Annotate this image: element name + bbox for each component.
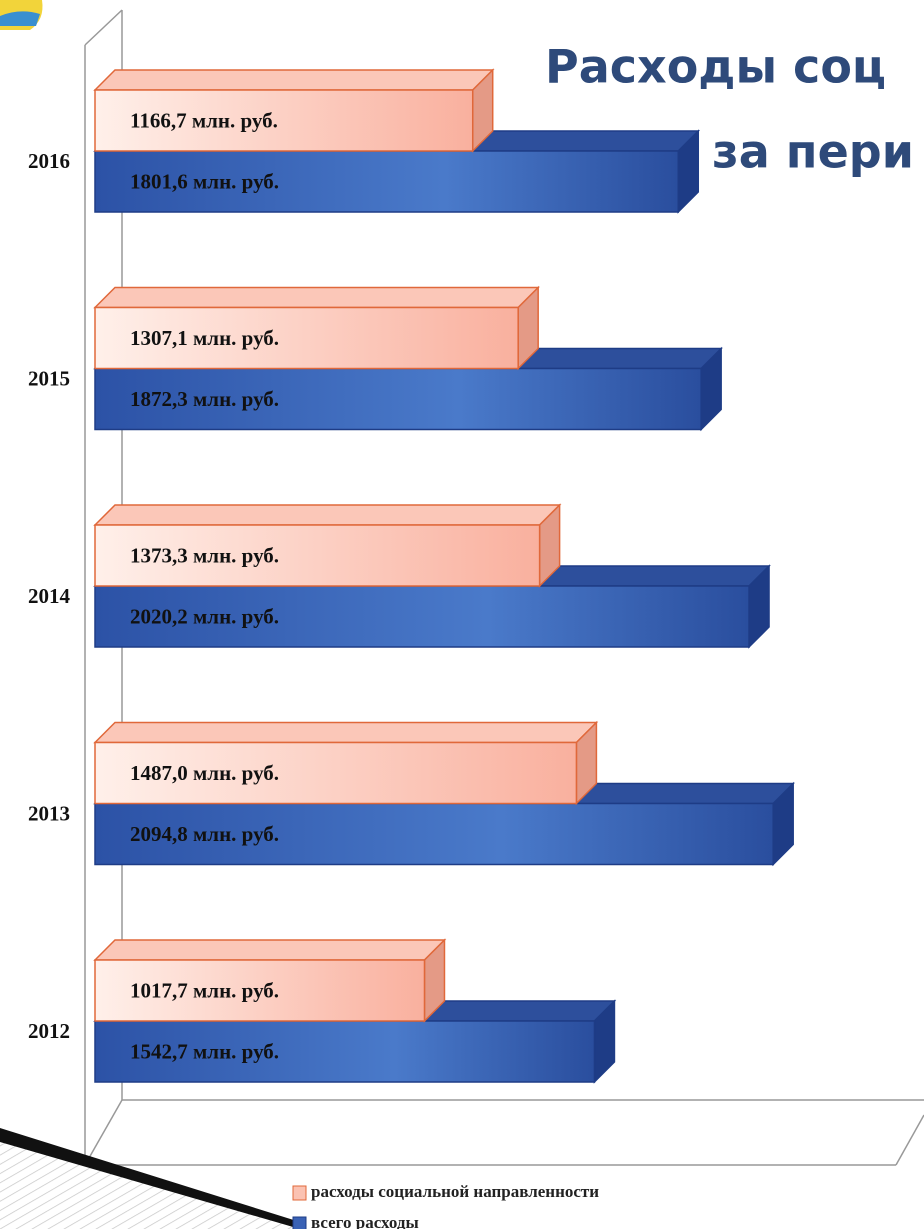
bar-top [93,69,495,91]
bar [94,524,541,587]
y-tick-label: 2015 [28,366,70,390]
bar-top [93,504,562,526]
decor-stripe [0,1128,300,1229]
data-label: 1872,3 млн. руб. [130,387,279,411]
bar [94,741,578,805]
bar [94,367,702,431]
y-tick-label: 2016 [28,149,70,173]
bar-top [93,721,599,744]
bar-top [93,939,447,961]
data-label: 1542,7 млн. руб. [130,1039,279,1063]
legend-swatch [292,1185,307,1201]
data-label: 1017,7 млн. руб. [130,978,279,1002]
bar [94,306,519,370]
data-label: 1373,3 млн. руб. [130,543,279,567]
chart-title: Расходы соц [545,40,886,94]
data-label: 1487,0 млн. руб. [130,761,279,785]
legend-label: расходы социальной направленности [311,1182,599,1201]
bar [94,959,426,1022]
bar [94,89,474,152]
bar [94,585,750,648]
bar-top [93,286,540,309]
chart-title: за пери [712,125,914,179]
data-label: 1166,7 млн. руб. [130,108,278,132]
logo-wave [0,11,40,26]
data-label: 1801,6 млн. руб. [130,169,279,193]
data-label: 1307,1 млн. руб. [130,326,279,350]
y-tick-label: 2012 [28,1019,70,1043]
data-label: 2094,8 млн. руб. [130,822,279,846]
legend-swatch [292,1216,307,1229]
legend-label: всего расходы [311,1213,419,1229]
y-tick-label: 2014 [28,584,71,608]
bar [94,150,680,213]
data-label: 2020,2 млн. руб. [130,604,279,628]
y-tick-label: 2013 [28,801,70,825]
bar [94,802,774,866]
